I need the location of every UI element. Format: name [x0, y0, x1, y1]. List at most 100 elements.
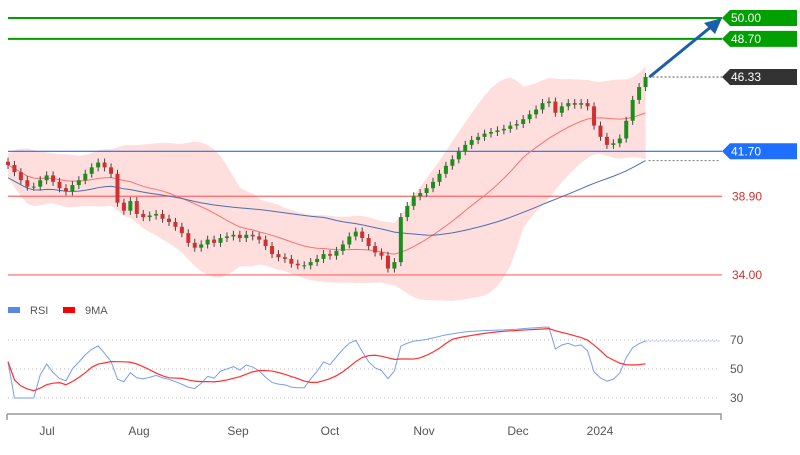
- candle: [514, 119, 519, 130]
- candle: [579, 99, 584, 109]
- level-label: 41.70: [731, 144, 761, 158]
- candle-body: [179, 226, 184, 234]
- target-arrow-head: [704, 18, 722, 34]
- candle-body: [282, 257, 287, 259]
- candle: [270, 242, 275, 259]
- candle: [592, 102, 597, 130]
- candle-body: [592, 106, 597, 126]
- x-tick-label: Aug: [128, 424, 149, 438]
- candle-body: [572, 103, 577, 105]
- candle: [443, 161, 448, 178]
- candle-body: [431, 181, 436, 189]
- candle: [18, 168, 23, 185]
- candle-body: [199, 244, 204, 248]
- legend-swatch-rsi: [8, 307, 20, 313]
- candle-body: [534, 109, 539, 115]
- candle: [424, 184, 429, 198]
- candle: [199, 240, 204, 252]
- candle: [231, 230, 236, 241]
- candle-body: [141, 213, 146, 218]
- candle: [167, 214, 171, 226]
- candle-body: [321, 254, 326, 259]
- candle-body: [630, 99, 635, 121]
- candle: [321, 250, 326, 263]
- candle: [521, 115, 526, 129]
- candle: [308, 258, 313, 270]
- candle: [546, 97, 551, 108]
- candle-body: [546, 101, 551, 104]
- candle: [617, 134, 622, 148]
- candle-body: [6, 161, 10, 165]
- candle-body: [469, 140, 474, 145]
- candle-body: [57, 181, 62, 189]
- level-label: 50.00: [731, 11, 761, 25]
- candle-body: [192, 242, 197, 248]
- candle: [25, 176, 30, 191]
- candle-body: [147, 215, 152, 218]
- candle: [501, 124, 506, 135]
- candle-body: [456, 151, 461, 160]
- rsi-line: [7, 326, 646, 399]
- candle-body: [231, 234, 236, 237]
- level-label-tag: [722, 143, 797, 160]
- candle: [302, 261, 307, 270]
- candle: [411, 192, 416, 210]
- candle: [276, 250, 281, 262]
- candle-body: [121, 202, 126, 211]
- x-tick-label: Jul: [39, 424, 54, 438]
- candle: [604, 132, 609, 149]
- candle-body: [463, 144, 468, 152]
- rsi-tick-label: 30: [730, 391, 744, 405]
- candle: [63, 184, 68, 196]
- candle: [566, 99, 571, 111]
- level-label: 48.70: [731, 32, 761, 46]
- legend-label-9ma: 9MA: [85, 305, 108, 317]
- candle: [263, 235, 268, 251]
- ma-short-line: [7, 112, 646, 255]
- candle-body: [366, 238, 371, 247]
- target-arrow-line: [648, 24, 713, 79]
- candle-body: [637, 87, 642, 100]
- candle-body: [373, 246, 378, 253]
- candle-body: [347, 236, 352, 245]
- candle: [534, 105, 539, 119]
- candle: [340, 240, 345, 255]
- candle: [379, 248, 384, 260]
- candle-body: [508, 125, 513, 129]
- candle-body: [315, 258, 320, 263]
- candle-body: [643, 76, 648, 88]
- candle-body: [205, 239, 210, 245]
- x-axis-line: [6, 413, 722, 420]
- candle: [147, 211, 152, 222]
- candle-body: [173, 221, 178, 227]
- candle-body: [405, 205, 410, 218]
- candle-body: [527, 114, 532, 120]
- candle: [405, 201, 410, 222]
- x-tick-label: Sep: [227, 424, 249, 438]
- candle-body: [328, 254, 332, 256]
- candle: [237, 230, 242, 243]
- candle: [257, 232, 262, 244]
- candle: [456, 147, 461, 164]
- x-axis: Jul Aug Sep Oct Nov Dec 2024: [6, 413, 722, 438]
- candle-body: [353, 231, 358, 237]
- x-tick-label: 2024: [587, 424, 614, 438]
- candle-body: [495, 130, 500, 133]
- candle: [353, 227, 358, 241]
- candle: [553, 97, 558, 117]
- candle: [489, 128, 493, 138]
- candle: [572, 99, 577, 109]
- candle: [508, 121, 513, 133]
- candle-body: [443, 165, 448, 174]
- candle-body: [424, 188, 429, 194]
- candle: [630, 95, 635, 125]
- candle: [282, 253, 287, 263]
- rsi-tick-label: 50: [730, 362, 744, 376]
- candle-body: [38, 180, 43, 187]
- candle-body: [70, 185, 75, 192]
- candle: [450, 155, 455, 170]
- candle: [109, 163, 114, 178]
- candle: [6, 157, 10, 169]
- candle: [121, 198, 126, 215]
- candle: [173, 217, 178, 231]
